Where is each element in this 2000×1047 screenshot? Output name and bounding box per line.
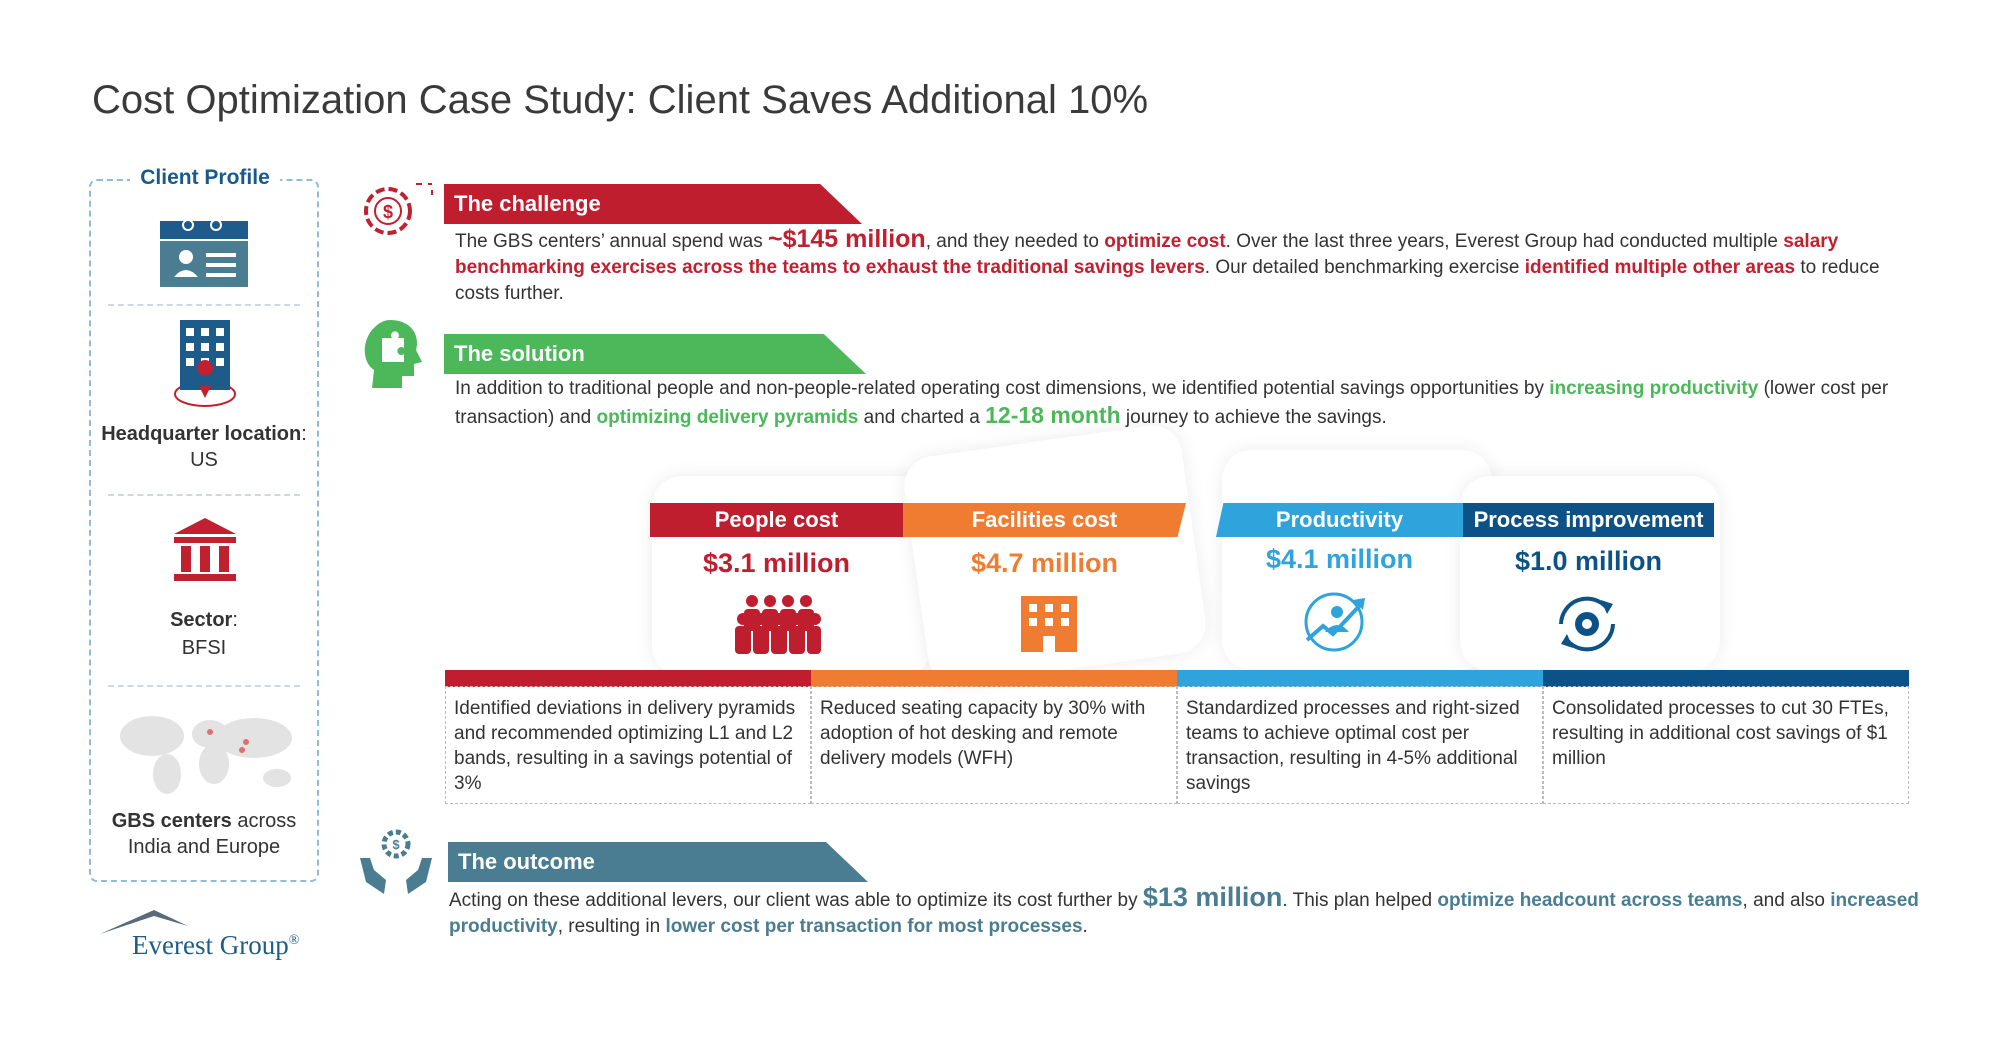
logo-mark	[100, 910, 188, 934]
svg-text:$: $	[392, 837, 400, 852]
highlight: 12-18 month	[985, 402, 1121, 428]
text: Acting on these additional levers, our c…	[449, 890, 1143, 911]
lever-bar	[1177, 670, 1543, 687]
text: , and they needed to	[925, 231, 1105, 252]
text: In addition to traditional people and no…	[455, 378, 1550, 399]
lever-value: $4.7 million	[970, 548, 1119, 578]
lever-value: $1.0 million	[1514, 546, 1663, 576]
divider	[108, 494, 300, 496]
text: . Over the last three years, Everest Gro…	[1225, 231, 1784, 252]
highlight: $13 million	[1142, 882, 1283, 912]
highlight: identified multiple other areas	[1524, 257, 1796, 278]
sector-colon: :	[232, 609, 238, 631]
centers-text: GBS centers across India and Europe	[95, 808, 313, 860]
text: , and also	[1742, 890, 1831, 911]
text: journey to achieve the savings.	[1120, 407, 1387, 428]
headquarter-label: Headquarter location	[101, 423, 302, 445]
solution-icon	[364, 320, 422, 388]
logo-mark-text: ®	[288, 933, 300, 948]
highlight: increasing productivity	[1549, 378, 1759, 399]
text: (lower cost per transaction) and	[455, 378, 1889, 428]
productivity-icon	[1304, 592, 1365, 652]
svg-text:$: $	[383, 202, 393, 222]
outcome-icon: $	[360, 829, 432, 894]
building-icon	[174, 320, 236, 407]
headquarter-text: Headquarter location: US	[95, 421, 313, 473]
outcome-text: Acting on these additional levers, our c…	[449, 884, 1919, 940]
challenge-banner: The challenge	[444, 184, 862, 224]
highlight: optimize cost	[1104, 231, 1226, 252]
sector-text: Sector: BFSI	[95, 606, 313, 662]
lever-description: Identified deviations in delivery pyrami…	[445, 686, 811, 804]
challenge-text: The GBS centers’ annual spend was ~$145 …	[455, 226, 1925, 307]
lever-description: Reduced seating capacity by 30% with ado…	[811, 686, 1177, 804]
lever-header: Process improvement	[1463, 503, 1714, 537]
process-icon	[1559, 596, 1615, 652]
bank-icon	[174, 518, 236, 581]
highlight: optimize headcount across teams	[1437, 890, 1743, 911]
lever-header: People cost	[650, 503, 903, 537]
profile-icon	[160, 219, 248, 287]
logo: Everest Group®	[132, 930, 299, 961]
challenge-icon: $	[364, 183, 433, 235]
text: . This plan helped	[1282, 890, 1438, 911]
people-icon	[735, 595, 821, 654]
text: and charted a	[858, 407, 986, 428]
card-bg	[1222, 450, 1492, 670]
highlight: increased productivity	[449, 890, 1919, 937]
lever-value: $3.1 million	[702, 548, 851, 578]
logo-name: Everest Group	[132, 930, 289, 960]
highlight: ~$145 million	[767, 225, 926, 253]
lever-description: Consolidated processes to cut 30 FTEs, r…	[1543, 686, 1909, 804]
highlight: optimizing delivery pyramids	[596, 407, 859, 428]
centers-value: across India and Europe	[127, 810, 297, 858]
lever-header: Facilities cost	[903, 503, 1186, 537]
headquarter-value: : US	[190, 423, 307, 471]
outcome-banner: The outcome	[448, 842, 868, 882]
lever-bar	[811, 670, 1177, 687]
lever-header: Productivity	[1216, 503, 1463, 537]
highlight: lower cost per transaction for most proc…	[665, 916, 1083, 937]
text: to reduce costs further.	[455, 257, 1880, 304]
profile-heading: Client Profile	[130, 166, 280, 190]
text: , resulting in	[557, 916, 666, 937]
lever-bar	[445, 670, 811, 687]
divider	[108, 304, 300, 306]
sector-label: Sector	[170, 609, 233, 631]
solution-banner: The solution	[444, 334, 866, 374]
lever-value: $4.1 million	[1265, 544, 1414, 574]
world-map	[120, 716, 292, 794]
solution-text: In addition to traditional people and no…	[455, 376, 1925, 431]
divider	[108, 685, 300, 687]
text: The GBS centers’ annual spend was	[455, 231, 768, 252]
text: .	[1082, 916, 1088, 937]
sector-value: BFSI	[181, 637, 227, 659]
lever-description: Standardized processes and right-sized t…	[1177, 686, 1543, 804]
centers-label: GBS centers	[111, 810, 232, 832]
text: . Our detailed benchmarking exercise	[1204, 257, 1525, 278]
page-title: Cost Optimization Case Study: Client Sav…	[92, 78, 1149, 122]
facility-icon	[1021, 596, 1077, 652]
lever-bar	[1543, 670, 1909, 687]
highlight: salary benchmarking exercises across the…	[455, 231, 1839, 278]
